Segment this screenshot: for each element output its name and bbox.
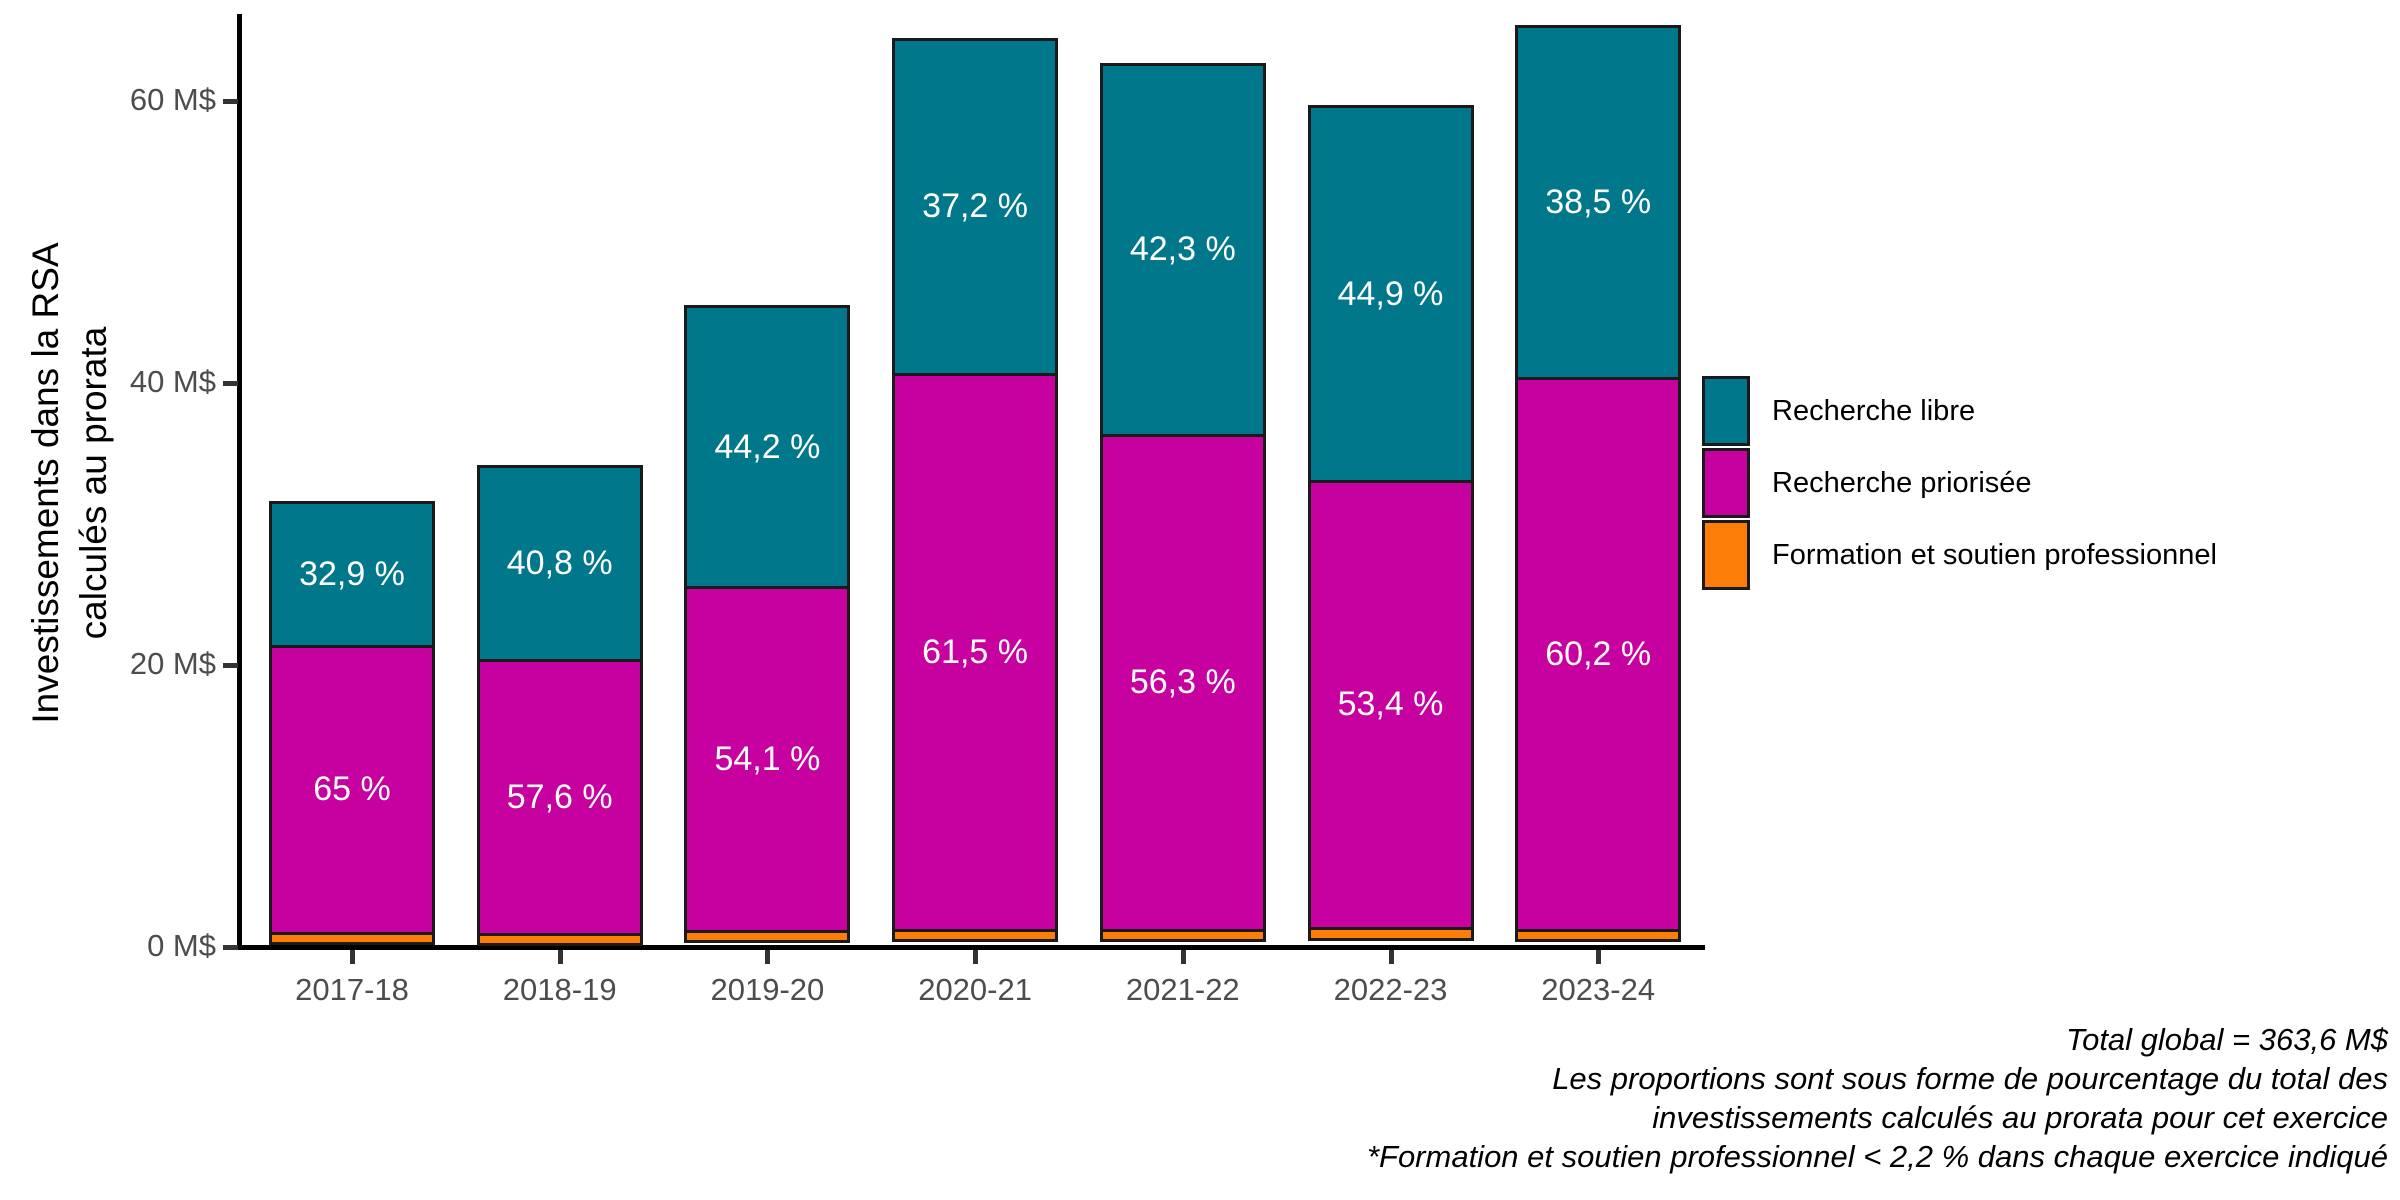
bar-segment-label: 38,5 % — [1545, 182, 1652, 221]
bar-segment-formation-soutien — [684, 930, 851, 944]
y-axis-title: Investissements dans la RSA calculés au … — [22, 242, 118, 723]
y-tick-label: 40 M$ — [129, 364, 216, 399]
footnote-proportions-2: investissements calculés au prorata pour… — [1652, 1100, 2388, 1135]
x-axis-label: 2017-18 — [295, 972, 409, 1007]
x-axis-label: 2018-19 — [502, 972, 617, 1007]
bar-2021-22: 42,3 % 56,3 % — [1099, 62, 1266, 947]
y-tick-label: 0 M$ — [147, 928, 216, 963]
bar-segment-formation-soutien — [892, 929, 1059, 943]
legend-item-recherche-priorisee: Recherche priorisée — [1702, 448, 2217, 518]
bar-2019-20: 44,2 % 54,1 % — [684, 305, 851, 947]
x-tick-mark — [1388, 950, 1394, 964]
bar-segment-recherche-priorisee: 60,2 % — [1515, 376, 1682, 932]
bar-segment-recherche-libre: 44,9 % — [1307, 105, 1474, 484]
bar-segment-label: 37,2 % — [922, 187, 1029, 226]
legend-label-formation-soutien: Formation et soutien professionnel — [1772, 538, 2217, 571]
x-axis-line — [237, 945, 1705, 950]
bar-segment-label: 32,9 % — [299, 555, 405, 594]
bar-segment-recherche-priorisee: 56,3 % — [1099, 433, 1266, 932]
legend-swatch-formation-soutien — [1702, 520, 1750, 590]
legend-swatch-recherche-priorisee — [1702, 448, 1750, 518]
bar-2023-24: 38,5 % 60,2 % — [1515, 24, 1682, 947]
legend-label-recherche-libre: Recherche libre — [1772, 394, 1976, 427]
x-axis-label: 2021-22 — [1125, 972, 1240, 1007]
y-axis-line — [237, 14, 242, 949]
x-tick-mark — [973, 950, 979, 964]
bar-segment-recherche-priorisee: 65 % — [269, 645, 435, 935]
y-tick-label: 20 M$ — [129, 646, 216, 681]
bar-segment-label: 54,1 % — [714, 740, 821, 779]
bar-segment-recherche-libre: 44,2 % — [684, 305, 851, 589]
x-axis-label: 2022-23 — [1333, 972, 1448, 1007]
bar-2018-19: 40,8 % 57,6 % — [476, 464, 643, 947]
bar-2017-18: 32,9 % 65 % — [269, 501, 435, 947]
y-tick-mark — [223, 99, 238, 104]
bar-segment-label: 44,2 % — [714, 427, 821, 466]
bar-segment-label: 56,3 % — [1129, 663, 1236, 702]
bar-segment-recherche-libre: 42,3 % — [1099, 62, 1266, 437]
bar-2022-23: 44,9 % 53,4 % — [1307, 105, 1474, 947]
x-tick-mark — [350, 950, 355, 964]
bar-segment-recherche-libre: 40,8 % — [476, 464, 643, 662]
bar-segment-label: 61,5 % — [922, 633, 1029, 671]
bar-segment-label: 53,4 % — [1337, 685, 1444, 724]
chart-footnotes: Total global = 363,6 M$ Les proportions … — [1367, 1020, 2388, 1176]
x-tick-mark — [1596, 950, 1602, 964]
x-tick-mark — [557, 950, 563, 964]
legend-label-recherche-priorisee: Recherche priorisée — [1772, 466, 2032, 499]
y-axis-title-line-1: Investissements dans la RSA — [25, 242, 66, 724]
y-tick-mark — [223, 663, 238, 668]
x-axis-label: 2019-20 — [710, 972, 825, 1007]
bar-segment-recherche-priorisee: 61,5 % — [892, 372, 1059, 933]
bar-segment-label: 42,3 % — [1129, 230, 1236, 269]
bar-segment-recherche-libre: 38,5 % — [1515, 24, 1682, 380]
bar-segment-recherche-priorisee: 53,4 % — [1307, 480, 1474, 930]
legend: Recherche libre Recherche priorisée Form… — [1702, 376, 2217, 592]
legend-swatch-recherche-libre — [1702, 376, 1750, 446]
footnote-proportions-1: Les proportions sont sous forme de pourc… — [1552, 1061, 2388, 1096]
bar-segment-label: 40,8 % — [506, 543, 613, 582]
y-tick-mark — [223, 381, 238, 386]
bar-segment-formation-soutien — [476, 933, 643, 947]
bar-segment-label: 57,6 % — [506, 777, 613, 816]
y-tick-mark — [223, 945, 238, 950]
bar-segment-recherche-priorisee: 54,1 % — [684, 586, 851, 934]
y-tick-label: 60 M$ — [129, 82, 216, 117]
bar-segment-formation-soutien — [269, 931, 435, 945]
bar-segment-formation-soutien — [1099, 928, 1266, 942]
x-tick-mark — [1180, 950, 1186, 964]
bar-segment-formation-soutien — [1307, 926, 1474, 941]
x-axis-label: 2023-24 — [1541, 972, 1656, 1007]
bar-segment-recherche-priorisee: 57,6 % — [476, 658, 643, 937]
footnote-total-global: Total global = 363,6 M$ — [2065, 1022, 2388, 1057]
y-axis-title-line-2: calculés au prorata — [73, 326, 114, 640]
x-axis-label: 2020-21 — [918, 972, 1032, 1007]
bar-2020-21: 37,2 % 61,5 % — [892, 37, 1059, 947]
bar-segment-label: 65 % — [313, 770, 391, 809]
bar-segment-label: 44,9 % — [1337, 274, 1444, 313]
legend-item-recherche-libre: Recherche libre — [1702, 376, 2217, 446]
bar-segment-formation-soutien — [1515, 929, 1682, 942]
footnote-formation-threshold: *Formation et soutien professionnel < 2,… — [1366, 1139, 2388, 1174]
bar-segment-recherche-libre: 32,9 % — [269, 501, 435, 649]
bar-segment-label: 60,2 % — [1545, 634, 1652, 673]
bar-segment-recherche-libre: 37,2 % — [892, 37, 1059, 376]
x-tick-mark — [765, 950, 771, 964]
legend-item-formation-soutien: Formation et soutien professionnel — [1702, 520, 2217, 590]
